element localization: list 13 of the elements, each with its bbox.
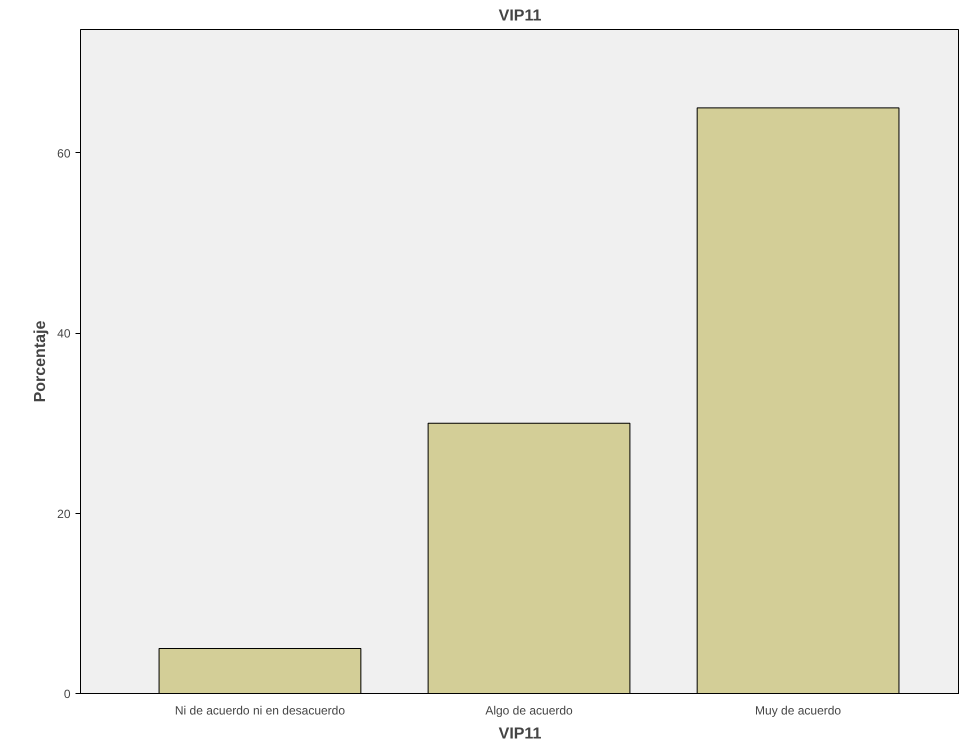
x-tick-label: Muy de acuerdo — [755, 704, 842, 718]
bar — [158, 648, 362, 694]
bar — [696, 107, 900, 694]
y-axis-title: Porcentaje — [32, 320, 50, 402]
chart-title: VIP11 — [498, 8, 542, 24]
y-tick-label: 20 — [57, 506, 71, 521]
bar — [428, 422, 630, 694]
x-tick-label: Algo de acuerdo — [485, 704, 574, 718]
y-tick-label: 40 — [57, 326, 71, 341]
y-tick-label: 60 — [57, 146, 71, 160]
x-tick-label: Ni de acuerdo ni en desacuerdo — [174, 704, 346, 718]
y-tick-label: 0 — [64, 687, 71, 701]
x-axis-title: VIP11 — [498, 726, 542, 742]
